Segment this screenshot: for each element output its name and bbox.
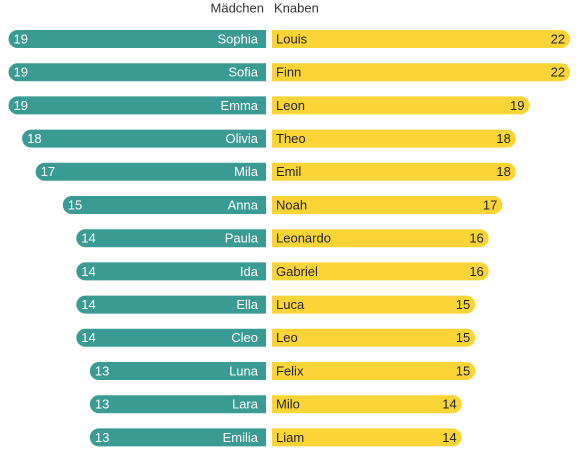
category-label: Leon	[276, 98, 305, 113]
bar	[8, 96, 267, 115]
category-label: Cleo	[231, 330, 258, 345]
bar	[76, 262, 266, 281]
value-label: 19	[14, 31, 28, 46]
value-label: 17	[41, 164, 55, 179]
category-label: Paula	[225, 231, 259, 246]
category-label: Lara	[232, 397, 259, 412]
category-label: Emilia	[223, 430, 259, 445]
category-label: Ida	[240, 264, 259, 279]
bar	[272, 328, 476, 347]
bar	[89, 395, 266, 414]
panel-title: Knaben	[274, 0, 319, 15]
category-label: Finn	[276, 65, 301, 80]
value-label: 18	[496, 131, 510, 146]
bar	[89, 428, 266, 447]
category-label: Olivia	[225, 131, 258, 146]
value-label: 19	[510, 98, 524, 113]
bar	[272, 63, 571, 82]
bar	[62, 196, 266, 214]
category-label: Liam	[276, 430, 304, 445]
bar	[272, 196, 503, 214]
category-label: Louis	[276, 31, 308, 46]
value-label: 15	[456, 297, 470, 312]
value-label: 17	[483, 197, 497, 212]
category-label: Gabriel	[276, 264, 318, 279]
value-label: 19	[14, 98, 28, 113]
category-label: Felix	[276, 363, 304, 378]
bar	[272, 129, 516, 148]
bar	[272, 428, 462, 447]
bar	[35, 162, 266, 181]
category-label: Mila	[234, 164, 259, 179]
category-label: Ella	[236, 297, 258, 312]
value-label: 16	[469, 231, 483, 246]
category-label: Anna	[228, 197, 259, 212]
category-label: Noah	[276, 197, 307, 212]
value-label: 13	[95, 363, 109, 378]
value-label: 14	[81, 231, 95, 246]
category-label: Sophia	[218, 31, 259, 46]
category-label: Theo	[276, 131, 306, 146]
value-label: 14	[442, 430, 456, 445]
bar	[272, 162, 516, 181]
category-label: Leo	[276, 330, 298, 345]
value-label: 13	[95, 430, 109, 445]
bar	[272, 30, 571, 48]
bar	[272, 96, 530, 115]
bar	[272, 262, 489, 281]
bar	[89, 362, 266, 380]
category-label: Milo	[276, 397, 300, 412]
value-label: 13	[95, 397, 109, 412]
category-label: Luca	[276, 297, 305, 312]
category-label: Leonardo	[276, 231, 331, 246]
value-label: 15	[456, 363, 470, 378]
value-label: 16	[469, 264, 483, 279]
bar	[76, 295, 266, 314]
category-label: Sofia	[228, 65, 258, 80]
value-label: 14	[442, 397, 456, 412]
panel-title: Mädchen	[211, 0, 264, 15]
value-label: 14	[81, 297, 95, 312]
value-label: 19	[14, 65, 28, 80]
value-label: 18	[27, 131, 41, 146]
category-label: Emil	[276, 164, 301, 179]
bar	[272, 295, 476, 314]
bar	[8, 30, 267, 48]
bar	[272, 395, 462, 414]
bar	[76, 328, 266, 347]
value-label: 15	[68, 197, 82, 212]
value-label: 22	[551, 65, 565, 80]
value-label: 18	[496, 164, 510, 179]
bar	[22, 129, 266, 148]
category-label: Luna	[229, 363, 259, 378]
bar	[272, 362, 476, 380]
value-label: 14	[81, 330, 95, 345]
bar	[8, 63, 267, 82]
bar	[76, 229, 266, 248]
value-label: 15	[456, 330, 470, 345]
category-label: Emma	[220, 98, 258, 113]
value-label: 14	[81, 264, 95, 279]
bar	[272, 229, 489, 248]
value-label: 22	[551, 31, 565, 46]
